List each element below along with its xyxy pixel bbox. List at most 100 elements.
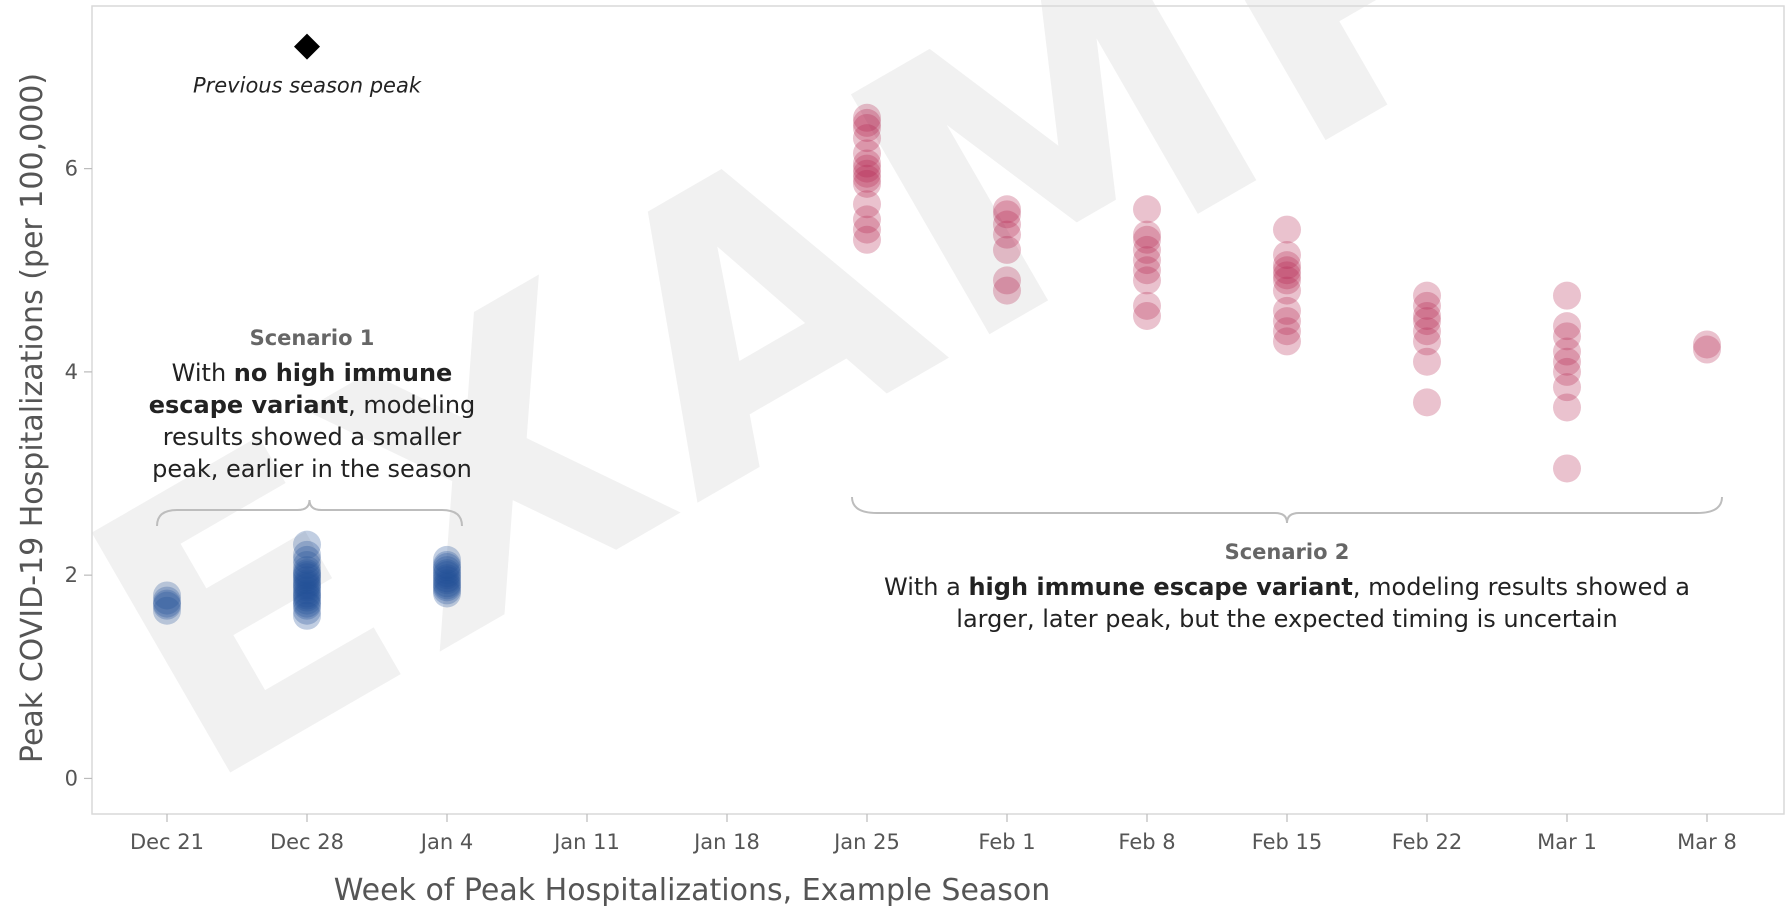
data-point [1133, 246, 1161, 275]
data-point [433, 545, 461, 574]
data-point [853, 164, 881, 193]
data-points [153, 103, 1721, 630]
scenario-2-annotation: Scenario 2 With a high immune escape vari… [884, 540, 1690, 633]
data-point [1133, 195, 1161, 224]
data-point [1553, 357, 1581, 386]
data-point [1273, 296, 1301, 325]
annotation-segment: no high immune [234, 359, 453, 387]
data-point [293, 589, 321, 618]
data-point [433, 564, 461, 593]
annotation-line: With no high immune [172, 359, 453, 387]
data-point [293, 583, 321, 612]
annotation-title: Scenario 1 [250, 326, 375, 350]
data-point [153, 596, 181, 625]
data-point [293, 586, 321, 615]
data-point [293, 561, 321, 590]
data-point [993, 210, 1021, 239]
data-point [1413, 317, 1441, 346]
x-axis-title: Week of Peak Hospitalizations, Example S… [334, 873, 1051, 906]
data-point [1553, 373, 1581, 402]
data-point [853, 124, 881, 153]
data-point [1413, 327, 1441, 356]
data-point [1413, 388, 1441, 417]
data-point [1133, 301, 1161, 330]
data-point [853, 225, 881, 254]
data-point [1273, 266, 1301, 295]
annotation-segment: With a [884, 573, 968, 601]
data-point [1553, 454, 1581, 483]
x-tick-label: Feb 8 [1118, 830, 1175, 854]
data-point [1413, 281, 1441, 310]
data-point [1133, 256, 1161, 285]
annotation-line: peak, earlier in the season [152, 455, 472, 483]
data-point [293, 563, 321, 592]
data-point [433, 566, 461, 595]
plot-frame [91, 5, 1785, 815]
data-point [1273, 256, 1301, 285]
x-tick-label: Jan 4 [419, 830, 473, 854]
annotation-title: Scenario 2 [1225, 540, 1350, 564]
y-tick-label: 2 [65, 563, 78, 587]
annotation-segment: , modeling [348, 391, 475, 419]
data-point [1133, 266, 1161, 295]
data-point [1273, 261, 1301, 290]
x-tick-label: Dec 21 [130, 830, 204, 854]
y-axis-title: Peak COVID-19 Hospitalizations (per 100,… [15, 73, 50, 763]
x-tick-label: Jan 25 [832, 830, 900, 854]
data-point [293, 579, 321, 608]
data-point [853, 190, 881, 219]
data-point [853, 113, 881, 142]
data-point [1553, 281, 1581, 310]
data-point [853, 108, 881, 137]
data-point [1133, 220, 1161, 249]
annotation-line: escape variant, modeling [149, 391, 476, 419]
data-point [433, 573, 461, 602]
data-point [1413, 301, 1441, 330]
reference-marker: Previous season peak [193, 33, 422, 98]
y-tick-label: 4 [65, 360, 78, 384]
data-point [433, 559, 461, 588]
x-tick-label: Mar 1 [1537, 830, 1597, 854]
data-point [293, 556, 321, 585]
data-point [1273, 276, 1301, 305]
data-point [1553, 337, 1581, 366]
data-point [433, 571, 461, 600]
annotation-braces [156, 496, 1723, 527]
x-tick-label: Jan 11 [552, 830, 620, 854]
data-point [1553, 322, 1581, 351]
data-point [1273, 215, 1301, 244]
data-point [433, 576, 461, 605]
data-point [993, 266, 1021, 295]
data-point [853, 154, 881, 183]
data-point [293, 550, 321, 579]
data-point [1693, 335, 1721, 364]
data-point [293, 601, 321, 630]
data-point [433, 553, 461, 582]
x-tick-label: Mar 8 [1677, 830, 1737, 854]
y-axis: 0 2 4 6 [65, 157, 92, 790]
data-point [993, 195, 1021, 224]
data-point [993, 200, 1021, 229]
data-point [293, 530, 321, 559]
data-point [1413, 291, 1441, 320]
data-point [293, 569, 321, 598]
data-point [433, 569, 461, 598]
annotations: Scenario 1 With no high immune escape vari… [149, 326, 1690, 633]
data-point [433, 579, 461, 608]
x-tick-label: Jan 18 [692, 830, 760, 854]
data-point [433, 550, 461, 579]
data-point [853, 103, 881, 132]
previous-season-peak-label: Previous season peak [193, 74, 422, 98]
data-point [293, 581, 321, 610]
data-point [153, 591, 181, 620]
annotation-line: With a high immune escape variant, model… [884, 573, 1690, 601]
data-point [293, 566, 321, 595]
data-point [293, 573, 321, 602]
data-point [1693, 330, 1721, 359]
data-point [853, 149, 881, 178]
previous-season-peak-marker [294, 33, 320, 60]
data-point [1273, 327, 1301, 356]
data-point [1553, 347, 1581, 376]
data-point [153, 589, 181, 618]
annotation-segment: peak, earlier in the season [152, 455, 472, 483]
